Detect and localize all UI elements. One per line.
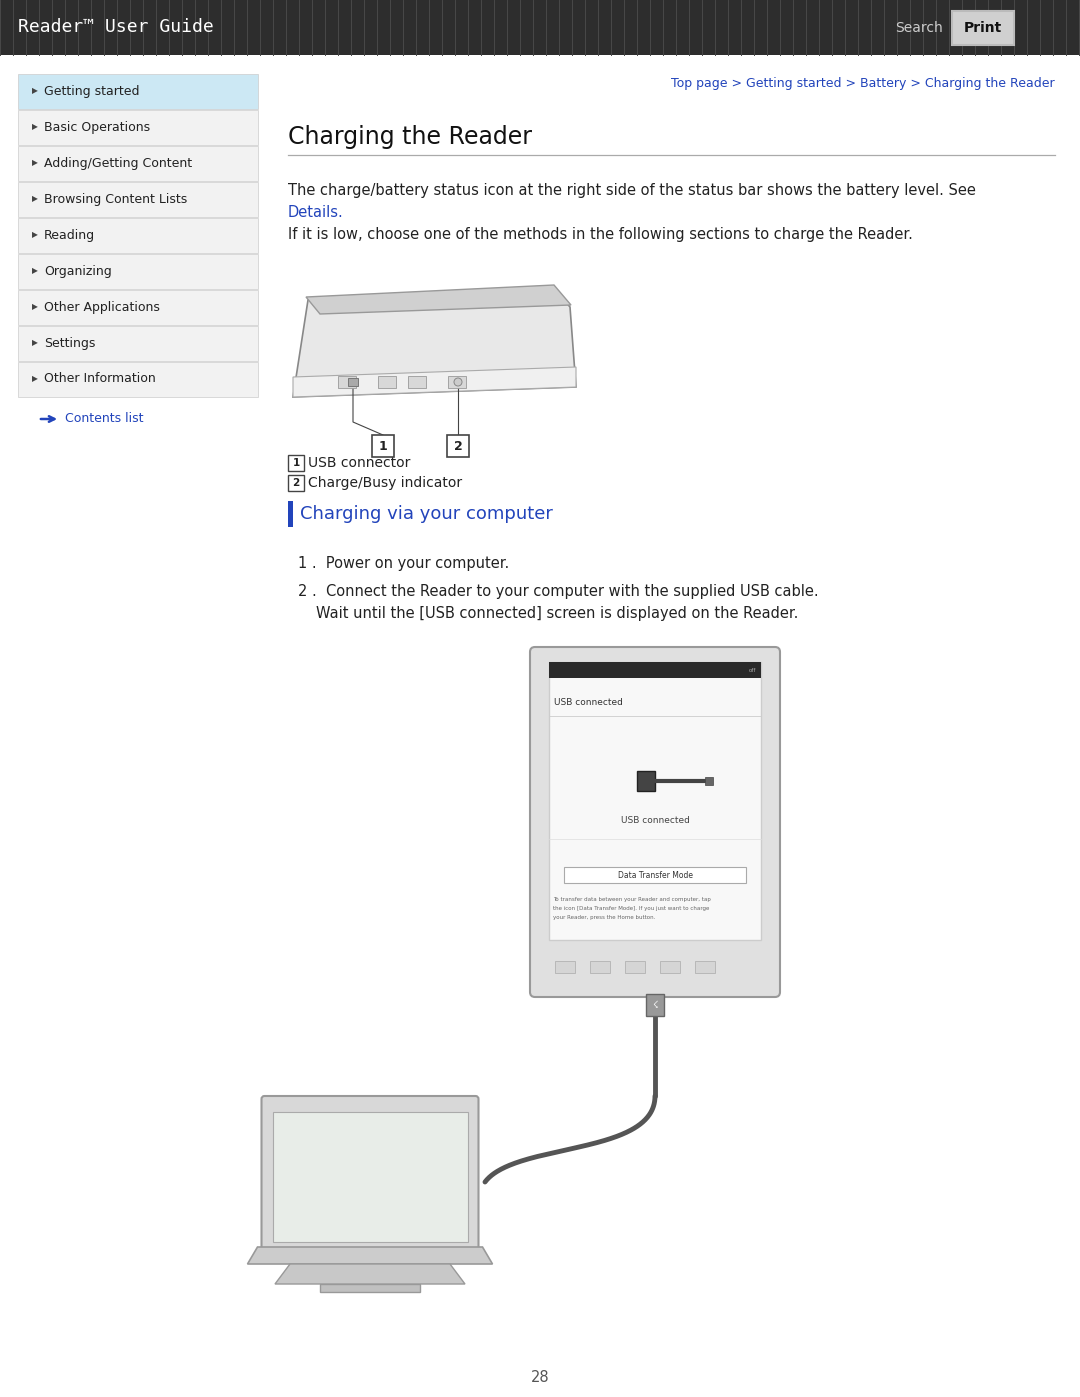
Polygon shape: [293, 286, 576, 397]
Text: If it is low, choose one of the methods in the following sections to charge the : If it is low, choose one of the methods …: [288, 226, 913, 242]
Text: Data Transfer Mode: Data Transfer Mode: [618, 870, 692, 880]
FancyBboxPatch shape: [530, 647, 780, 997]
Bar: [18, 74, 258, 109]
Bar: [448, 376, 465, 388]
Bar: [348, 379, 357, 386]
Bar: [288, 502, 293, 527]
Polygon shape: [293, 367, 576, 397]
Bar: [951, 11, 1014, 45]
Text: ▶: ▶: [32, 158, 38, 168]
Bar: [288, 475, 303, 490]
Bar: [18, 326, 258, 360]
Text: ▶: ▶: [32, 303, 38, 312]
Text: 1: 1: [379, 440, 388, 453]
Bar: [637, 771, 654, 791]
Bar: [288, 455, 303, 471]
Bar: [408, 376, 426, 388]
Text: USB connected: USB connected: [621, 816, 689, 826]
Text: USB connector: USB connector: [308, 455, 410, 469]
FancyBboxPatch shape: [261, 1097, 478, 1250]
Text: Top page > Getting started > Battery > Charging the Reader: Top page > Getting started > Battery > C…: [672, 77, 1055, 89]
Polygon shape: [275, 1264, 465, 1284]
Bar: [696, 961, 715, 972]
Text: ▶: ▶: [32, 123, 38, 131]
Bar: [625, 961, 645, 972]
Text: Charge/Busy indicator: Charge/Busy indicator: [308, 476, 462, 490]
Bar: [447, 434, 469, 457]
Bar: [646, 995, 664, 1016]
Bar: [18, 254, 258, 289]
Bar: [18, 147, 258, 182]
Bar: [0, 0, 1080, 54]
Text: ▶: ▶: [32, 267, 38, 275]
Bar: [378, 376, 396, 388]
Text: Reader™ User Guide: Reader™ User Guide: [18, 18, 214, 36]
Text: Other Information: Other Information: [44, 373, 156, 386]
Text: 2: 2: [454, 440, 462, 453]
Text: 2: 2: [293, 478, 299, 488]
Text: Wait until the [USB connected] screen is displayed on the Reader.: Wait until the [USB connected] screen is…: [316, 606, 798, 622]
Text: Getting started: Getting started: [44, 84, 139, 98]
Bar: [549, 662, 761, 940]
Text: Print: Print: [963, 21, 1002, 35]
Text: 28: 28: [530, 1369, 550, 1384]
Polygon shape: [247, 1248, 492, 1264]
Bar: [564, 868, 746, 883]
Circle shape: [454, 379, 462, 386]
Text: Browsing Content Lists: Browsing Content Lists: [44, 193, 187, 205]
Bar: [590, 961, 610, 972]
Bar: [18, 362, 258, 397]
Bar: [18, 182, 258, 217]
Text: ▶: ▶: [32, 338, 38, 348]
Text: 1 .  Power on your computer.: 1 . Power on your computer.: [298, 556, 510, 571]
Text: Contents list: Contents list: [65, 412, 144, 426]
Text: Basic Operations: Basic Operations: [44, 120, 150, 134]
Text: The charge/battery status icon at the right side of the status bar shows the bat: The charge/battery status icon at the ri…: [288, 183, 976, 198]
Text: To transfer data between your Reader and computer, tap: To transfer data between your Reader and…: [553, 897, 711, 902]
Text: your Reader, press the Home button.: your Reader, press the Home button.: [553, 915, 656, 921]
Text: ☇: ☇: [652, 1000, 658, 1010]
Text: ▶: ▶: [32, 231, 38, 239]
Bar: [272, 1112, 468, 1242]
Text: Adding/Getting Content: Adding/Getting Content: [44, 156, 192, 169]
Text: ▶: ▶: [32, 87, 38, 95]
Polygon shape: [306, 285, 571, 314]
Text: Details.: Details.: [288, 205, 343, 219]
Bar: [555, 961, 575, 972]
Bar: [18, 291, 258, 326]
Text: ▶: ▶: [32, 194, 38, 204]
Bar: [18, 218, 258, 253]
Text: 2 .  Connect the Reader to your computer with the supplied USB cable.: 2 . Connect the Reader to your computer …: [298, 584, 819, 599]
Text: ▶: ▶: [32, 374, 38, 384]
Bar: [18, 110, 258, 145]
Text: USB connected: USB connected: [554, 698, 623, 707]
Bar: [705, 777, 713, 785]
Bar: [660, 961, 680, 972]
Bar: [549, 662, 761, 678]
Text: Settings: Settings: [44, 337, 95, 349]
Bar: [372, 434, 394, 457]
Text: Search: Search: [895, 21, 943, 35]
Text: Other Applications: Other Applications: [44, 300, 160, 313]
Bar: [338, 376, 356, 388]
Bar: [320, 1284, 420, 1292]
Text: the icon [Data Transfer Mode]. If you just want to charge: the icon [Data Transfer Mode]. If you ju…: [553, 907, 710, 911]
Text: Charging the Reader: Charging the Reader: [288, 124, 532, 149]
Text: Reading: Reading: [44, 229, 95, 242]
Text: Charging via your computer: Charging via your computer: [300, 504, 553, 522]
Text: Organizing: Organizing: [44, 264, 111, 278]
Text: 1: 1: [293, 458, 299, 468]
Text: off: off: [748, 668, 756, 672]
